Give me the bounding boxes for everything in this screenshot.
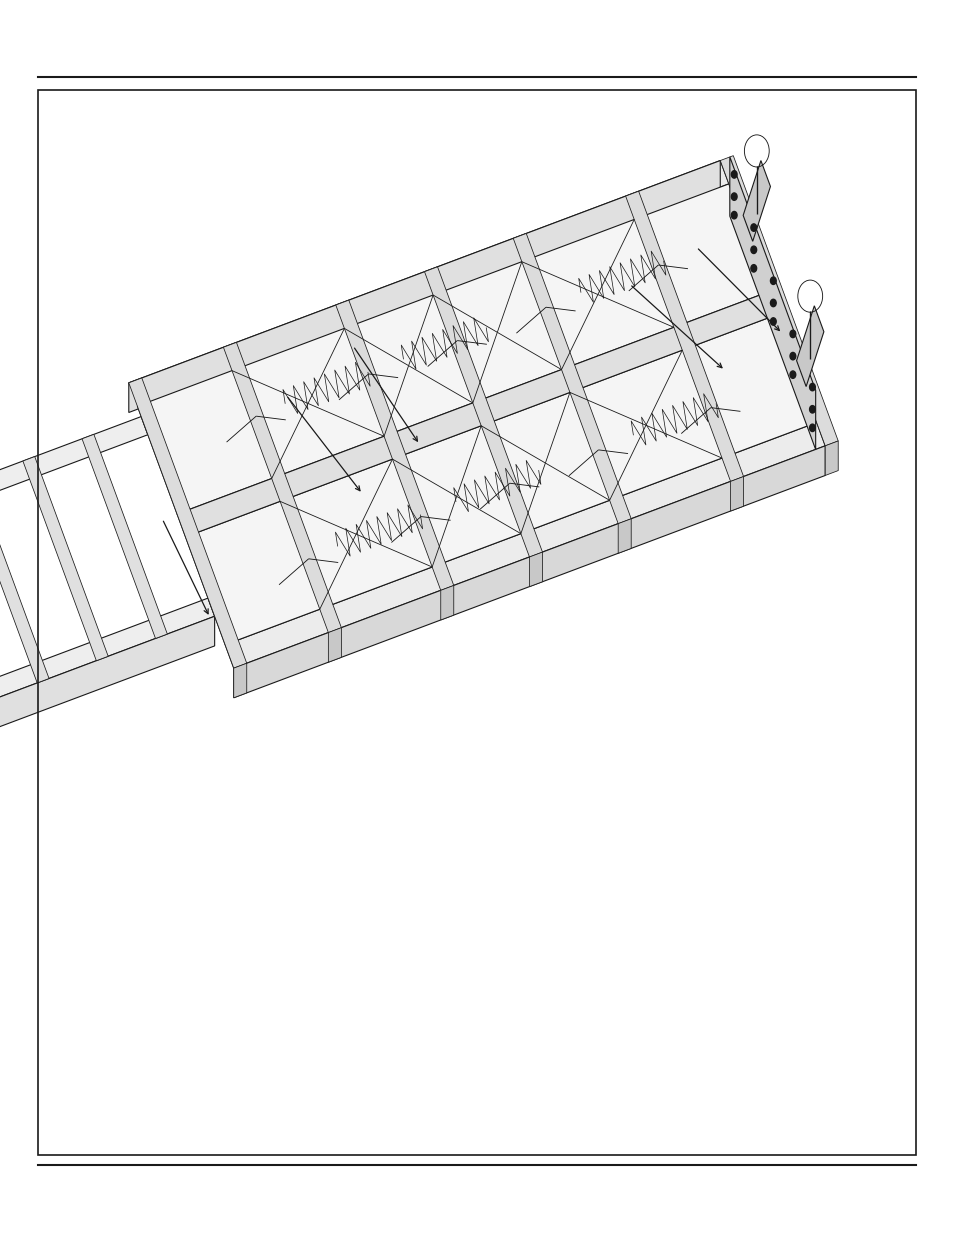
Circle shape (789, 352, 795, 359)
Polygon shape (129, 161, 720, 412)
Circle shape (789, 330, 795, 337)
Polygon shape (513, 233, 631, 524)
Polygon shape (0, 479, 49, 683)
Circle shape (770, 317, 776, 325)
Polygon shape (335, 300, 454, 590)
Polygon shape (0, 416, 148, 546)
Circle shape (731, 170, 737, 178)
Polygon shape (328, 627, 341, 662)
Polygon shape (625, 191, 742, 482)
Polygon shape (225, 422, 824, 668)
Polygon shape (223, 342, 341, 632)
Polygon shape (82, 435, 167, 638)
Polygon shape (129, 378, 247, 668)
Polygon shape (129, 161, 728, 406)
Polygon shape (177, 291, 776, 537)
Circle shape (731, 193, 737, 200)
Circle shape (750, 264, 756, 272)
Circle shape (770, 299, 776, 306)
Circle shape (809, 405, 815, 412)
Polygon shape (185, 315, 816, 645)
Circle shape (789, 370, 795, 378)
Circle shape (809, 383, 815, 390)
Polygon shape (440, 585, 454, 620)
Polygon shape (0, 616, 214, 757)
Circle shape (731, 211, 737, 219)
Polygon shape (730, 477, 742, 511)
Polygon shape (0, 598, 214, 727)
Polygon shape (824, 441, 838, 475)
Polygon shape (529, 552, 542, 587)
Polygon shape (233, 446, 824, 698)
Polygon shape (23, 457, 108, 661)
Circle shape (750, 246, 756, 253)
Polygon shape (233, 663, 247, 698)
Circle shape (809, 424, 815, 431)
Polygon shape (742, 161, 770, 241)
Circle shape (770, 277, 776, 284)
Polygon shape (729, 157, 815, 450)
Polygon shape (618, 519, 631, 553)
Circle shape (750, 224, 756, 231)
Polygon shape (720, 156, 838, 446)
Polygon shape (796, 306, 823, 387)
Polygon shape (137, 184, 768, 514)
Polygon shape (424, 267, 542, 557)
